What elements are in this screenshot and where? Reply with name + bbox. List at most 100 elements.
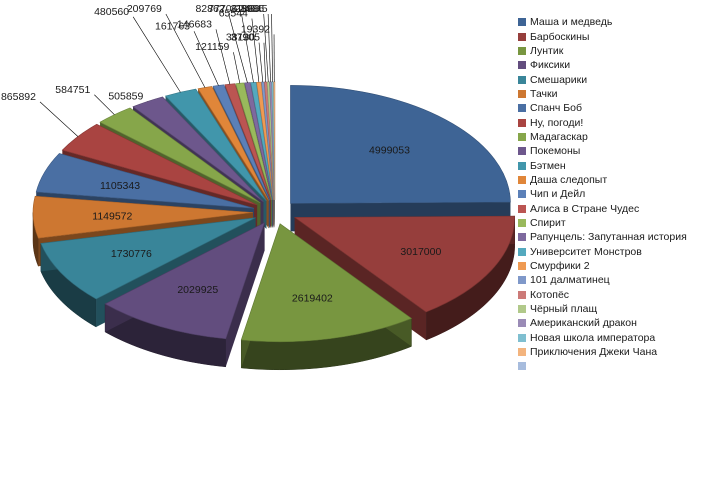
legend-item: Даша следопыт (518, 173, 713, 187)
slice-3 (240, 223, 413, 343)
data-label: 24645 (238, 3, 267, 15)
legend-item: Университет Монстров (518, 245, 713, 259)
legend-label: Маша и медведь (530, 16, 613, 29)
data-label: 65544 (219, 8, 248, 20)
data-label: 19392 (241, 23, 270, 35)
legend-swatch (518, 247, 526, 256)
legend-label: Даша следопыт (530, 173, 608, 186)
legend-item: Новая школа императора (518, 331, 713, 345)
legend-item: Бэтмен (518, 158, 713, 172)
pie-labels: 4999053 3017000 2619402 2029925 1730776 11495… (1, 3, 442, 304)
data-label: 37905 (231, 32, 260, 44)
slice-24 (273, 81, 276, 200)
legend-item: Котопёс (518, 288, 713, 302)
slice-14 (224, 83, 272, 201)
data-label: 1730776 (111, 248, 152, 260)
slice-6 (32, 195, 254, 239)
legend-swatch (518, 75, 526, 84)
leader-line (241, 13, 254, 83)
leader-line (228, 13, 248, 83)
legend-item: Алиса в Стране Чудес (518, 201, 713, 215)
legend-swatch (518, 204, 526, 213)
legend-label: Чип и Дейл (530, 188, 586, 201)
legend-swatch (518, 175, 526, 184)
legend-label: Новая школа императора (530, 331, 656, 344)
leader-line (267, 13, 271, 82)
slice-4 (104, 222, 266, 340)
legend-swatch (518, 104, 526, 113)
legend-label: Покемоны (530, 145, 581, 158)
slice-13 (212, 84, 271, 201)
legend-item: Американский дракон (518, 316, 713, 330)
legend-item: Тачки (518, 87, 713, 101)
legend-item: Чёрный плащ (518, 302, 713, 316)
legend-item: Покемоны (518, 144, 713, 158)
legend: Маша и медведь Барбоскины Лунтик Фиксики Сме… (518, 15, 713, 374)
data-label: 209769 (127, 3, 162, 15)
legend-swatch (518, 190, 526, 199)
legend-swatch (518, 118, 526, 127)
data-label: 77706 (208, 3, 237, 15)
data-label: 4999053 (369, 145, 410, 157)
legend-swatch (518, 276, 526, 285)
data-label: 1105343 (100, 180, 140, 192)
legend-item: Фиксики (518, 58, 713, 72)
legend-swatch (518, 233, 526, 242)
data-label: 1149572 (92, 211, 132, 223)
legend-swatch (518, 348, 526, 357)
data-label: 161763 (155, 20, 190, 32)
legend-swatch (518, 362, 526, 371)
slice-9 (99, 107, 261, 204)
legend-label: Лунтик (530, 44, 564, 57)
legend-item (518, 359, 713, 373)
data-label: 480560 (94, 6, 129, 18)
legend-swatch (518, 262, 526, 271)
legend-swatch (518, 319, 526, 328)
leader-line (165, 13, 206, 88)
legend-item: Барбоскины (518, 29, 713, 43)
legend-label: Американский дракон (530, 317, 637, 330)
legend-item: 101 далматинец (518, 273, 713, 287)
slice-17 (250, 81, 274, 201)
slice-10 (132, 96, 264, 202)
slice-7 (35, 153, 255, 209)
legend-label: Университет Монстров (530, 245, 642, 258)
legend-label: Котопёс (530, 288, 570, 301)
data-label: 82862 (195, 3, 224, 15)
slice-cut (225, 222, 265, 367)
slice-15 (235, 82, 273, 201)
legend-label: Спирит (530, 216, 566, 229)
legend-label: Фиксики (530, 59, 571, 72)
leader-line (94, 94, 115, 115)
data-label: 865892 (1, 91, 36, 103)
leader-line (271, 13, 273, 82)
legend-swatch (518, 61, 526, 70)
legend-item: Мадагаскар (518, 130, 713, 144)
leader-line (193, 31, 219, 86)
legend-label: Смурфики 2 (530, 260, 590, 273)
legend-item: Спанч Боб (518, 101, 713, 115)
legend-swatch (518, 218, 526, 227)
legend-swatch (518, 89, 526, 98)
leader-line (263, 42, 266, 83)
legend-label: Барбоскины (530, 30, 590, 43)
data-label: 38130 (226, 32, 255, 44)
legend-item: Смурфики 2 (518, 259, 713, 273)
leader-line (215, 29, 231, 85)
legend-label: Чёрный плащ (530, 303, 598, 316)
legend-swatch (518, 132, 526, 141)
legend-swatch (518, 305, 526, 314)
legend-swatch (518, 18, 526, 27)
leader-line (132, 16, 181, 93)
legend-label: Приключения Джеки Чана (530, 346, 658, 359)
leader-line (233, 52, 241, 84)
slice-1 (290, 85, 511, 204)
legend-item: Чип и Дейл (518, 187, 713, 201)
legend-swatch (518, 290, 526, 299)
legend-label: Смешарики (530, 73, 588, 86)
legend-swatch (518, 333, 526, 342)
data-label: 31866 (231, 3, 260, 15)
data-label: 2619402 (292, 292, 333, 304)
